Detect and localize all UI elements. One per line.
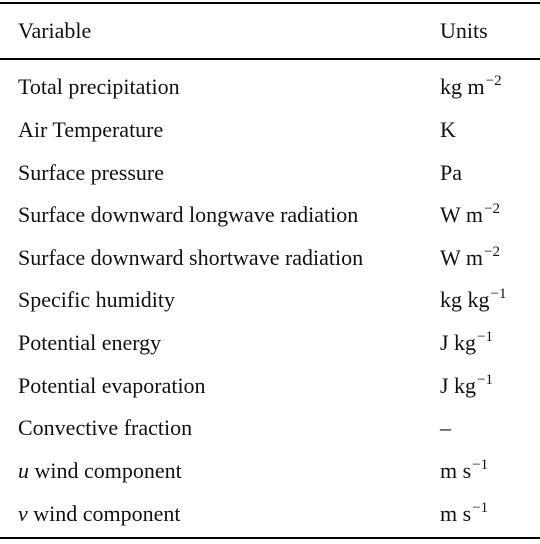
variable-cell: Surface pressure: [18, 152, 164, 194]
unit-base: m s: [440, 501, 472, 526]
table-row: u wind component m s−1: [0, 450, 540, 492]
table-row: Potential energy J kg−1: [0, 322, 540, 364]
unit-exponent: −1: [490, 286, 507, 302]
variable-cell: Potential energy: [18, 322, 161, 364]
variable-cell: Surface downward shortwave radiation: [18, 237, 363, 279]
unit-cell: J kg−1: [440, 365, 493, 410]
unit-exponent: −2: [485, 73, 502, 89]
header-units: Units: [440, 18, 488, 43]
unit-base: kg m: [440, 74, 485, 99]
table-row: Surface pressure Pa: [0, 152, 540, 194]
variable-cell: v wind component: [18, 493, 181, 535]
variable-cell: Surface downward longwave radiation: [18, 194, 358, 236]
unit-exponent: −2: [483, 201, 500, 217]
variable-label: Surface downward shortwave radiation: [18, 245, 364, 270]
unit-base: K: [440, 117, 456, 142]
variable-cell: Air Temperature: [18, 109, 163, 151]
unit-cell: J kg−1: [440, 322, 493, 367]
unit-cell: m s−1: [440, 450, 488, 495]
variable-label: wind component: [27, 501, 181, 526]
unit-cell: –: [440, 407, 452, 452]
variable-cell: Specific humidity: [18, 279, 175, 321]
variable-label: Surface pressure: [18, 160, 164, 185]
variable-label: Total precipitation: [18, 74, 180, 99]
unit-base: m s: [440, 458, 472, 483]
variable-label: Specific humidity: [18, 287, 176, 312]
table-bottom-rule: [0, 537, 540, 539]
unit-base: J kg: [440, 330, 477, 355]
unit-cell: K: [440, 109, 457, 154]
unit-exponent: −2: [483, 244, 500, 260]
unit-cell: m s−1: [440, 493, 488, 538]
unit-cell: W m−2: [440, 237, 500, 282]
variable-label: Potential evaporation: [18, 373, 206, 398]
table-row: Surface downward shortwave radiation W m…: [0, 237, 540, 279]
variable-label: Air Temperature: [18, 117, 164, 142]
variable-cell: u wind component: [18, 450, 182, 492]
variable-label: wind component: [29, 458, 182, 483]
unit-base: –: [440, 415, 451, 440]
table-row: Potential evaporation J kg−1: [0, 365, 540, 407]
header-variable: Variable: [18, 18, 92, 43]
variable-label: Surface downward longwave radiation: [18, 202, 359, 227]
unit-cell: W m−2: [440, 194, 500, 239]
variable-cell: Total precipitation: [18, 66, 180, 108]
unit-base: J kg: [440, 373, 477, 398]
variable-label: Convective fraction: [18, 415, 193, 440]
variable-symbol: u: [18, 458, 29, 483]
table-row: Specific humidity kg kg−1: [0, 279, 540, 321]
table-header-rule: [0, 58, 540, 60]
table-top-rule: [0, 2, 540, 4]
variable-symbol: v: [18, 501, 28, 526]
unit-cell: kg m−2: [440, 66, 502, 111]
table-row: Total precipitation kg m−2: [0, 66, 540, 108]
unit-exponent: −1: [472, 457, 489, 473]
unit-base: Pa: [440, 160, 462, 185]
table-row: v wind component m s−1: [0, 493, 540, 535]
variable-label: Potential energy: [18, 330, 162, 355]
unit-base: W m: [440, 202, 483, 227]
table-row: Convective fraction –: [0, 407, 540, 449]
table-row: Air Temperature K: [0, 109, 540, 151]
unit-cell: Pa: [440, 152, 463, 197]
unit-cell: kg kg−1: [440, 279, 506, 324]
unit-exponent: −1: [477, 372, 494, 388]
variable-cell: Potential evaporation: [18, 365, 206, 407]
table-row: Surface downward longwave radiation W m−…: [0, 194, 540, 236]
table-header-row: Variable Units: [0, 10, 540, 52]
unit-base: kg kg: [440, 287, 490, 312]
unit-base: W m: [440, 245, 483, 270]
unit-exponent: −1: [477, 329, 494, 345]
unit-exponent: −1: [472, 500, 489, 516]
variable-cell: Convective fraction: [18, 407, 192, 449]
